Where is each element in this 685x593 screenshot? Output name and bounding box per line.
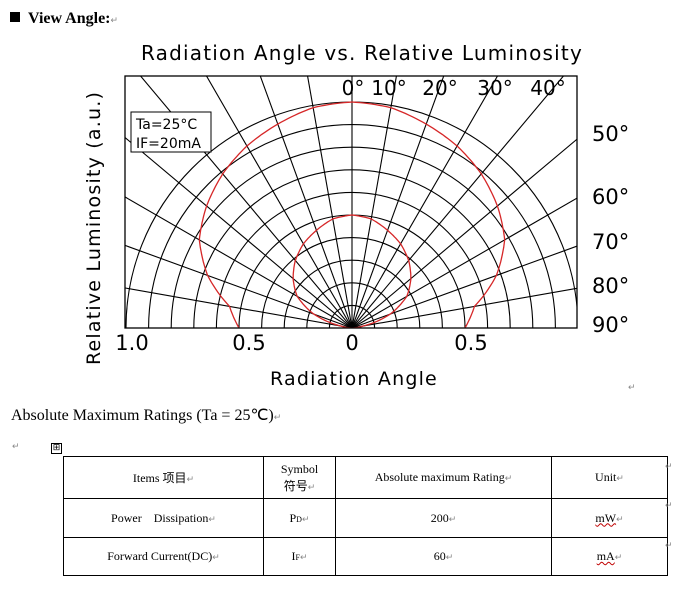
paragraph-mark: ↵	[110, 15, 119, 25]
paragraph-mark: ↵	[665, 540, 673, 550]
angle-label: 40°	[530, 76, 565, 100]
grid-spoke	[125, 287, 353, 328]
grid-spoke	[125, 196, 353, 328]
grid-spoke	[351, 245, 577, 328]
cell-item: Forward Current(DC)↵	[63, 537, 264, 576]
x-tick-label: 0.5	[454, 331, 487, 355]
table-move-handle-icon[interactable]: ⊞	[51, 443, 62, 454]
cell-unit: mA↵	[551, 537, 668, 576]
cell-symbol: IF↵	[263, 537, 336, 576]
ratings-title: Absolute Maximum Ratings (Ta = 25℃)↵	[11, 405, 281, 425]
table-header-row: Items 项目↵ Symbol 符号↵ Absolute maximum Rat…	[63, 456, 668, 499]
grid-spoke	[307, 76, 353, 328]
grid-spoke	[205, 76, 353, 328]
square-bullet-icon	[10, 12, 20, 22]
chart-title: Radiation Angle vs. Relative Luminosity	[141, 41, 583, 65]
luminosity-curves	[198, 101, 506, 328]
grid-spoke	[351, 76, 397, 328]
view-angle-heading: View Angle:↵	[10, 10, 118, 28]
table-row: Forward Current(DC)↵ IF↵ 60↵ mA↵	[63, 537, 668, 576]
grid-spoke	[351, 76, 445, 328]
ratings-table: Items 项目↵ Symbol 符号↵ Absolute maximum Rat…	[63, 456, 668, 576]
angle-label: 10°	[371, 76, 406, 100]
header-rating: Absolute maximum Rating↵	[335, 456, 552, 499]
view-angle-heading-text: View Angle:	[28, 10, 111, 27]
cell-rating: 60↵	[335, 537, 552, 576]
angle-label: 30°	[477, 76, 512, 100]
grid-spoke	[351, 138, 577, 328]
paragraph-mark: ↵	[273, 412, 282, 422]
paragraph-mark: ↵	[628, 382, 636, 392]
luminosity-curve-outer	[198, 101, 506, 328]
cell-symbol: PD↵	[263, 498, 336, 538]
angle-label: 80°	[592, 274, 629, 298]
y-axis-label: Relative Luminosity (a.u.)	[83, 91, 105, 365]
grid-spoke	[139, 76, 353, 328]
angle-label: 50°	[592, 122, 629, 146]
x-tick-label: 1.0	[115, 331, 148, 355]
paragraph-mark: ↵	[665, 461, 673, 471]
radiation-chart: Radiation Angle vs. Relative Luminosity …	[83, 41, 629, 390]
cell-item: Power Dissipation↵	[63, 498, 264, 538]
paragraph-mark: ↵	[665, 500, 673, 510]
grid-spoke	[351, 197, 577, 328]
luminosity-curve-inner	[292, 214, 412, 328]
ratings-title-text: Absolute Maximum Ratings (Ta = 25℃)	[11, 407, 274, 424]
angle-label: 0°	[342, 76, 365, 100]
cell-rating: 200↵	[335, 498, 552, 538]
grid-spoke	[351, 76, 499, 328]
plot-frame	[124, 75, 578, 329]
angle-label: 90°	[592, 313, 629, 337]
angle-label: 20°	[422, 76, 457, 100]
angle-label: 70°	[592, 230, 629, 254]
conditions-box	[130, 111, 212, 153]
condition-current: IF=20mA	[136, 136, 201, 152]
angle-label: 60°	[592, 185, 629, 209]
paragraph-mark: ↵	[12, 441, 20, 451]
grid-spoke	[351, 287, 577, 328]
cell-unit: mW↵	[551, 498, 668, 538]
condition-temperature: Ta=25°C	[135, 117, 197, 133]
header-items: Items 项目↵	[63, 456, 264, 499]
grid-spoke	[259, 76, 353, 328]
tick-labels: 1.0 0.5 0 0.5 0° 10° 20° 30° 40° 50° 60° 70° 80° 90°	[115, 76, 629, 355]
grid-spoke	[351, 76, 565, 328]
header-unit: Unit↵	[551, 456, 668, 499]
grid-spoke	[125, 136, 353, 328]
x-axis-label: Radiation Angle	[270, 368, 438, 390]
header-symbol: Symbol 符号↵	[263, 456, 336, 499]
x-tick-label: 0.5	[232, 331, 265, 355]
grid-spoke	[125, 244, 353, 328]
x-tick-label: 0	[345, 331, 358, 355]
table-row: Power Dissipation↵ PD↵ 200↵ mW↵	[63, 498, 668, 538]
